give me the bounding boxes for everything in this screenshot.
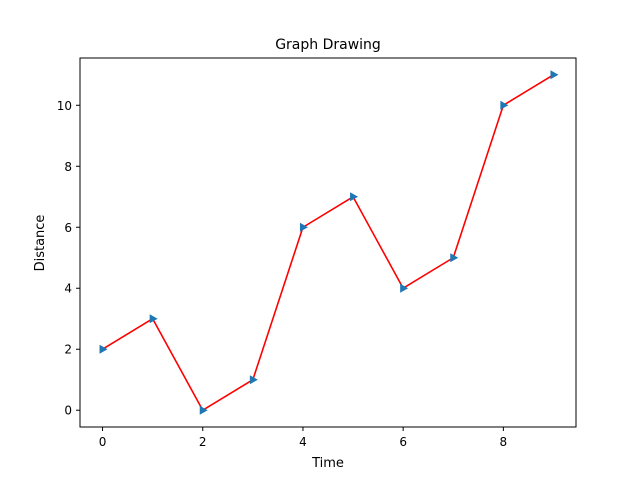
data-point-marker: [550, 70, 559, 80]
plot-area: [80, 58, 576, 427]
data-point-marker: [149, 314, 158, 324]
data-point-marker: [249, 375, 258, 385]
data-point-marker: [450, 253, 459, 263]
series-line: [102, 74, 554, 412]
data-series: [99, 70, 559, 415]
y-tick-label: 10: [57, 99, 72, 113]
x-tick-label: 6: [399, 435, 407, 449]
data-point-marker: [99, 344, 108, 354]
x-tick-label: 2: [199, 435, 207, 449]
data-point-marker: [350, 192, 359, 202]
x-axis-ticks: 0 2 4 6 8: [99, 427, 507, 449]
chart-title: Graph Drawing: [275, 37, 381, 53]
x-tick-label: 4: [299, 435, 307, 449]
x-tick-label: 0: [99, 435, 107, 449]
y-tick-label: 2: [64, 343, 72, 357]
y-tick-label: 6: [64, 221, 72, 235]
y-tick-label: 8: [64, 160, 72, 174]
data-point-marker: [500, 100, 509, 110]
x-axis-label: Time: [311, 456, 344, 471]
x-tick-label: 8: [500, 435, 508, 449]
y-tick-label: 4: [64, 282, 72, 296]
data-point-marker: [400, 283, 409, 293]
data-point-marker: [199, 405, 208, 415]
y-tick-label: 0: [64, 404, 72, 418]
y-axis-label: Distance: [33, 215, 48, 272]
plot-frame: [79, 57, 577, 428]
data-point-marker: [299, 222, 308, 232]
y-axis-ticks: 0 2 4 6 8 10: [57, 99, 80, 418]
